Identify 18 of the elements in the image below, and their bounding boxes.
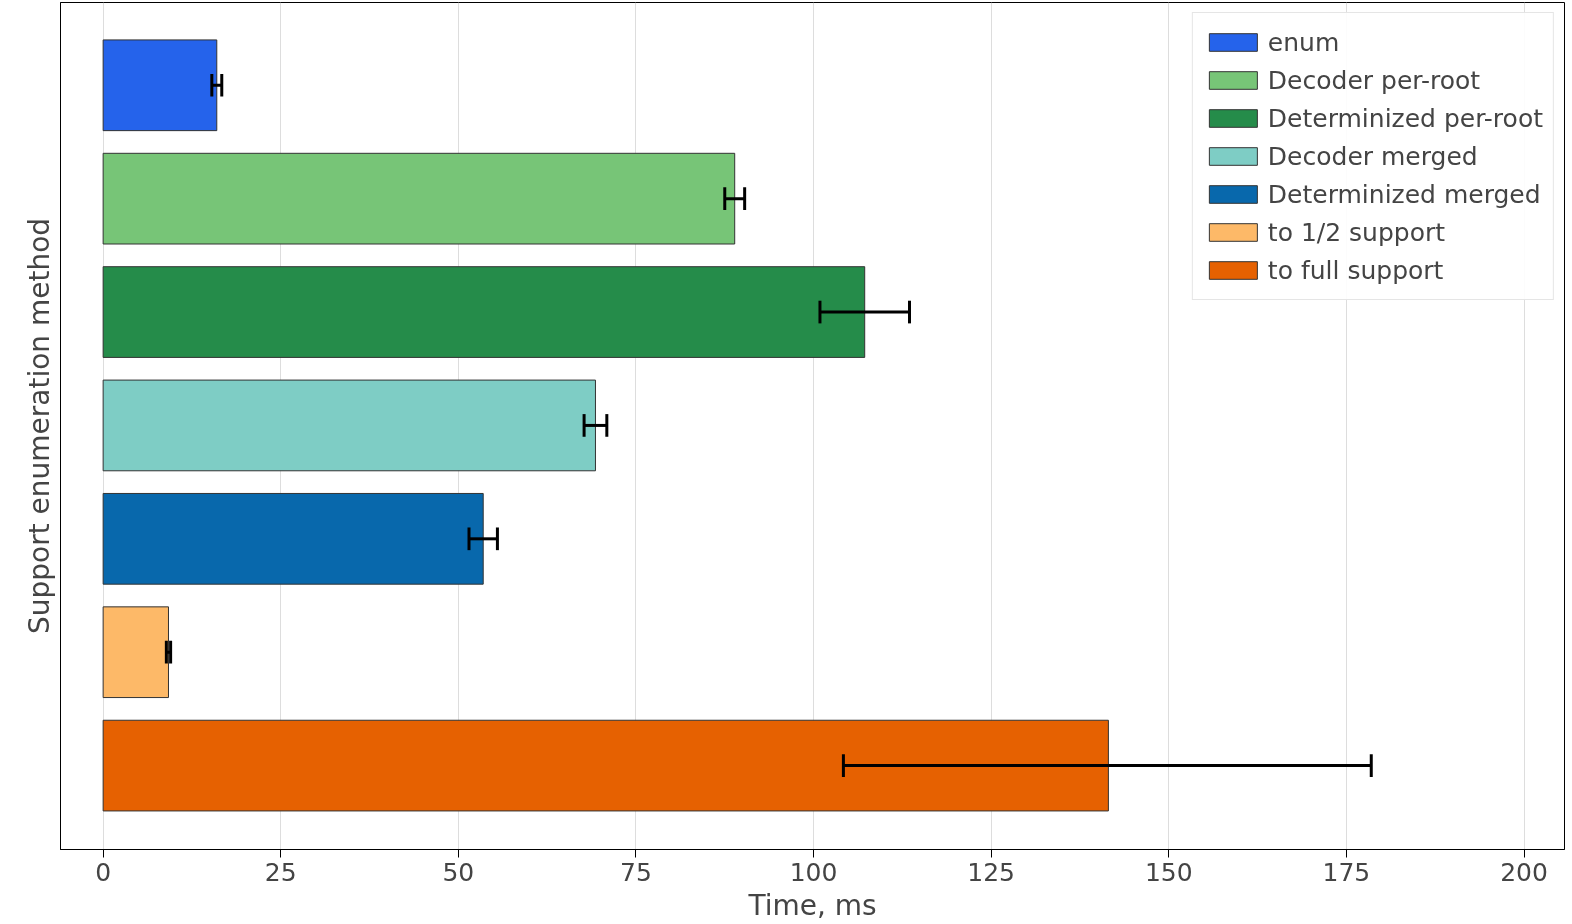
legend-label: to 1/2 support — [1267, 216, 1446, 249]
x-tick-label: 200 — [1500, 857, 1548, 887]
y-axis-title: Support enumeration method — [22, 217, 56, 635]
legend-label: Determinized per-root — [1267, 102, 1543, 135]
x-tick-label: 150 — [1144, 857, 1193, 887]
legend-label: Decoder per-root — [1267, 64, 1481, 97]
x-tick-label: 125 — [967, 857, 1016, 887]
x-axis-title: Time, ms — [747, 888, 877, 922]
x-tick-label: 175 — [1322, 857, 1371, 887]
x-tick-label: 100 — [789, 857, 838, 887]
x-tick-label: 0 — [95, 857, 112, 887]
legend-label: to full support — [1267, 254, 1444, 287]
x-tick-label: 25 — [264, 857, 297, 887]
x-tick-label: 50 — [442, 857, 475, 887]
legend-label: Determinized merged — [1267, 178, 1541, 211]
legend-label: Decoder merged — [1267, 140, 1478, 173]
legend-label: enum — [1267, 26, 1340, 59]
x-tick-label: 75 — [620, 857, 652, 887]
